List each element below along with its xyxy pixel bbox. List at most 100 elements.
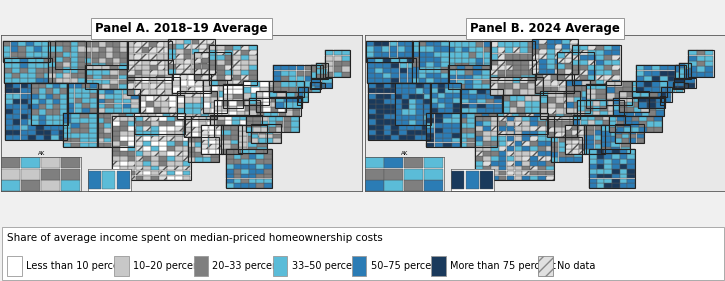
Bar xyxy=(158,70,165,75)
Bar xyxy=(144,126,151,131)
Bar xyxy=(579,144,586,149)
Bar xyxy=(3,52,10,57)
Bar xyxy=(447,52,455,58)
Bar xyxy=(407,119,415,124)
Bar xyxy=(202,64,209,69)
Bar xyxy=(570,64,578,69)
Bar xyxy=(160,121,167,126)
Bar xyxy=(676,65,684,71)
Bar xyxy=(320,83,325,89)
Bar xyxy=(426,41,433,47)
Bar xyxy=(530,121,538,126)
Bar xyxy=(641,87,649,92)
Bar xyxy=(112,121,120,126)
Bar xyxy=(317,72,323,79)
Bar xyxy=(53,104,60,109)
Bar xyxy=(127,41,134,47)
Bar xyxy=(574,80,581,86)
Bar xyxy=(165,83,172,89)
Bar xyxy=(283,115,291,121)
Bar xyxy=(168,54,176,59)
Bar xyxy=(546,156,554,160)
Bar xyxy=(271,92,278,97)
Bar xyxy=(120,171,128,175)
Bar xyxy=(90,88,97,93)
Bar xyxy=(169,101,176,107)
Bar xyxy=(376,125,384,130)
Bar xyxy=(223,99,233,103)
Bar xyxy=(278,107,286,112)
Bar xyxy=(316,63,322,69)
Bar xyxy=(31,83,67,125)
Bar xyxy=(229,111,237,116)
Bar xyxy=(254,121,261,127)
Bar xyxy=(218,65,225,70)
Bar xyxy=(168,49,176,54)
Bar xyxy=(587,94,596,99)
Bar xyxy=(165,54,172,60)
Bar xyxy=(75,98,82,103)
Bar xyxy=(264,110,271,116)
Bar xyxy=(477,89,486,94)
Bar xyxy=(416,110,423,115)
Bar xyxy=(112,161,120,166)
Bar xyxy=(120,161,128,166)
Bar xyxy=(564,97,572,103)
Bar xyxy=(423,104,431,109)
Bar xyxy=(127,89,134,95)
Bar xyxy=(259,124,266,129)
Bar xyxy=(178,113,185,118)
Bar xyxy=(674,65,686,79)
Bar xyxy=(196,137,203,142)
Bar xyxy=(62,123,71,128)
Bar xyxy=(167,136,175,141)
Bar xyxy=(521,54,528,60)
Bar xyxy=(564,114,572,119)
Bar xyxy=(94,75,102,80)
Bar xyxy=(209,64,216,69)
Bar xyxy=(539,95,547,101)
Bar xyxy=(475,121,483,126)
Bar xyxy=(679,63,685,69)
Bar xyxy=(128,116,136,121)
Bar xyxy=(225,115,232,120)
Bar xyxy=(264,183,272,188)
Bar xyxy=(525,107,532,113)
Bar xyxy=(199,116,207,121)
Bar xyxy=(368,109,376,114)
Bar xyxy=(636,65,684,92)
Bar xyxy=(605,183,612,188)
Bar xyxy=(342,56,350,61)
Bar xyxy=(555,49,563,54)
Bar xyxy=(634,102,641,107)
Bar xyxy=(513,70,521,75)
Bar xyxy=(477,94,486,99)
Bar xyxy=(507,136,514,141)
Bar xyxy=(367,78,375,83)
Bar xyxy=(177,114,185,119)
Bar xyxy=(442,62,449,67)
Bar xyxy=(91,52,99,58)
Bar xyxy=(297,76,304,81)
Bar xyxy=(334,72,341,77)
Bar xyxy=(49,78,56,83)
Bar xyxy=(194,64,202,69)
Bar xyxy=(475,146,483,151)
Bar xyxy=(656,104,663,110)
Bar xyxy=(384,99,392,104)
Bar xyxy=(223,84,233,89)
Bar xyxy=(4,58,52,83)
Bar xyxy=(381,57,389,62)
Bar xyxy=(51,119,59,124)
Bar xyxy=(211,147,219,152)
Bar xyxy=(89,113,97,118)
Bar xyxy=(565,53,572,58)
Bar xyxy=(218,50,225,55)
Bar xyxy=(70,57,78,62)
Bar xyxy=(647,121,654,127)
Bar xyxy=(223,69,231,74)
Bar xyxy=(596,104,606,108)
Bar xyxy=(494,104,502,108)
Bar xyxy=(281,76,289,81)
Bar xyxy=(249,164,257,169)
